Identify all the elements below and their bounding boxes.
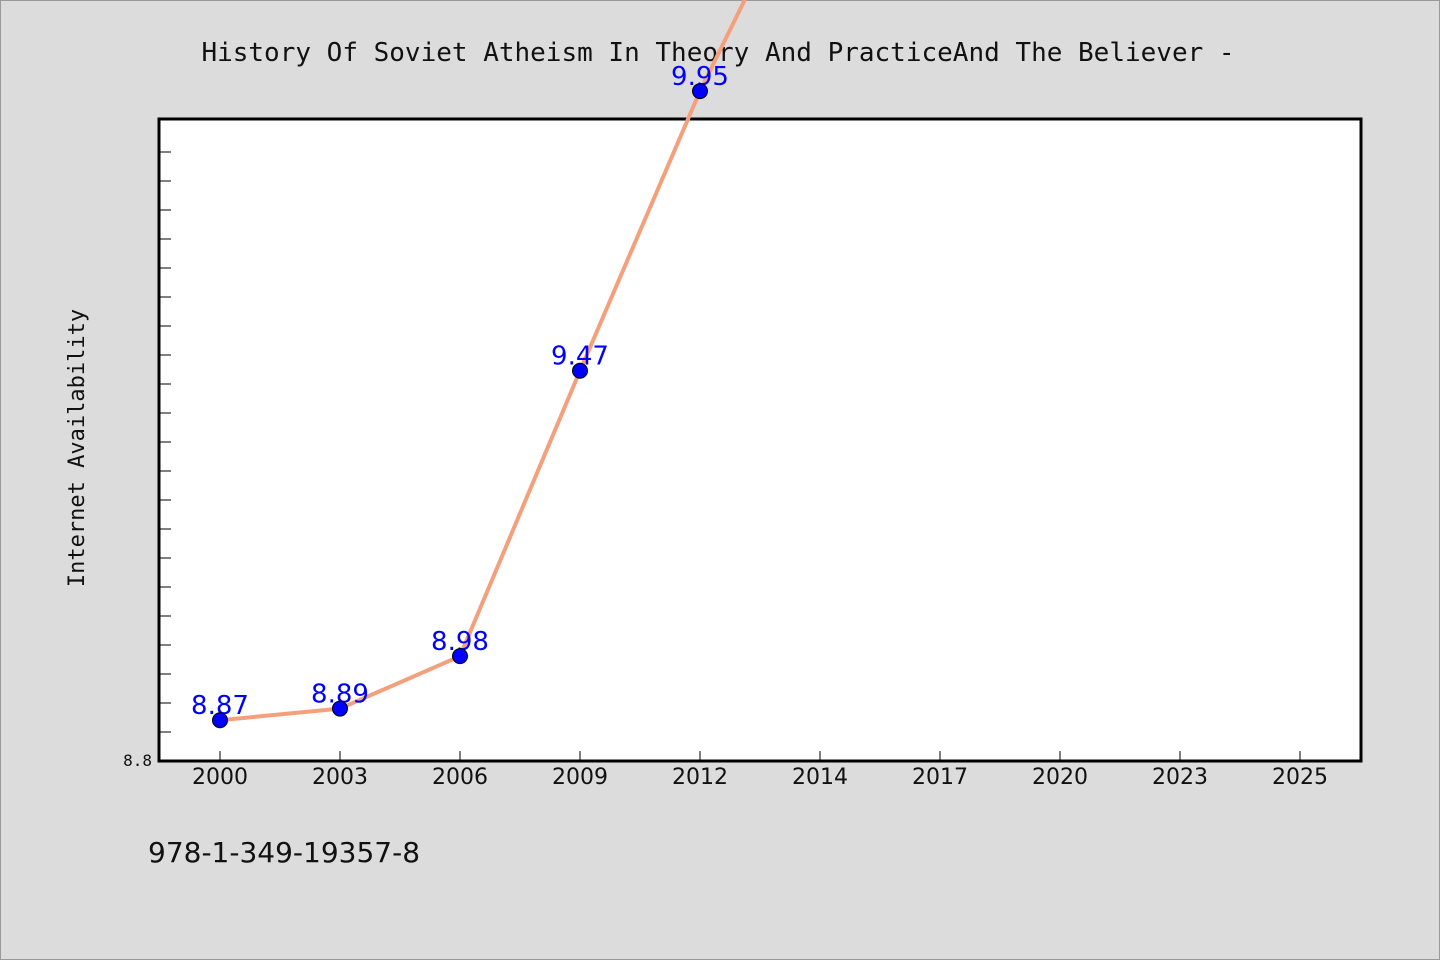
- footer-isbn: 978-1-349-19357-8: [148, 836, 420, 869]
- data-point: [572, 362, 588, 379]
- data-point: [452, 648, 468, 665]
- x-tick-label: 2000: [192, 765, 248, 790]
- x-tick-label: 2023: [1152, 765, 1208, 790]
- x-tick-label: 2017: [912, 765, 968, 790]
- x-tick-label: 2003: [312, 765, 368, 790]
- x-tick-label: 2014: [792, 765, 848, 790]
- x-tick-label: 2025: [1272, 765, 1328, 790]
- x-tick-label: 2012: [672, 765, 728, 790]
- y-axis-label: Internet Availability: [65, 309, 90, 587]
- y-axis-ticks: [159, 151, 171, 733]
- x-tick-label: 2009: [552, 765, 608, 790]
- plot-area: [157, 117, 1363, 763]
- x-axis-ticks: 2000 2003 2006 2009 2012 2014 2017 2020 2023 2025: [192, 751, 1328, 790]
- x-tick-label: 2006: [432, 765, 488, 790]
- x-tick-label: 2020: [1032, 765, 1088, 790]
- data-point: [332, 700, 348, 717]
- data-point: [212, 712, 228, 729]
- series-line: [219, 0, 747, 723]
- data-point: [692, 83, 708, 100]
- series-group: 8.878.898.989.479.9510.3710.4810.3910.75…: [191, 0, 747, 729]
- y-tick-label: 8.8: [123, 751, 152, 770]
